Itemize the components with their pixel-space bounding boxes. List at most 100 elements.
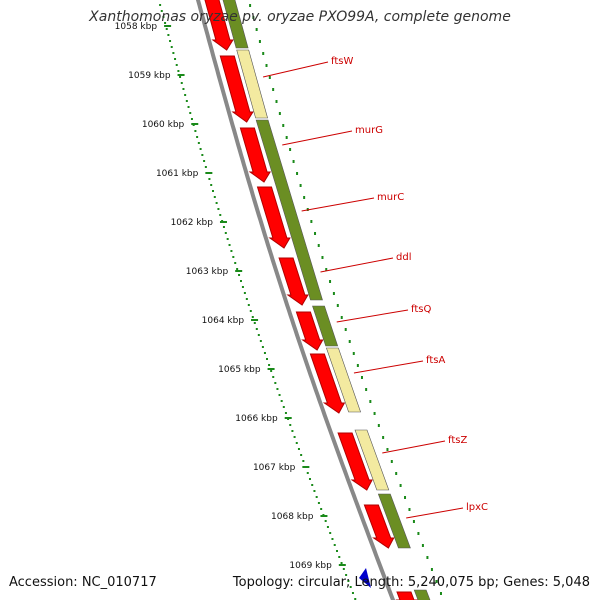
tick-dot xyxy=(300,454,303,456)
outer-tick-dot xyxy=(348,340,351,343)
gene-label-lpxC: lpxC xyxy=(466,502,488,513)
kbp-label: 1067 kbp xyxy=(253,463,296,473)
outer-tick-dot xyxy=(292,160,295,163)
cds-arrow xyxy=(295,311,324,351)
tick-dot xyxy=(253,322,256,324)
tick-dot xyxy=(338,556,341,558)
outer-tick-dot xyxy=(296,172,299,175)
tick-dot xyxy=(326,526,329,528)
tick-dot xyxy=(266,358,269,360)
tick-dot xyxy=(190,118,193,120)
tick-dot xyxy=(167,34,170,36)
kbp-label: 1065 kbp xyxy=(218,365,261,375)
cds-arrow xyxy=(256,186,291,249)
major-tick xyxy=(164,25,172,27)
outer-tick-dot xyxy=(430,568,433,571)
tick-dot xyxy=(282,406,285,408)
leader-line xyxy=(320,257,394,273)
tick-dot xyxy=(230,250,233,252)
tick-dot xyxy=(347,580,350,582)
tick-dot xyxy=(268,364,271,366)
outer-tick-dot xyxy=(377,424,380,427)
gene-label-murC: murC xyxy=(377,192,404,203)
major-tick xyxy=(267,368,275,370)
tick-dot xyxy=(255,328,258,330)
outer-tick-dot xyxy=(356,364,359,367)
tick-dot xyxy=(165,28,168,30)
tick-dot xyxy=(184,94,187,96)
outer-tick-dot xyxy=(417,532,420,535)
tick-dot xyxy=(213,196,216,198)
tick-dot xyxy=(259,340,262,342)
tick-dot xyxy=(270,370,273,372)
leader-line xyxy=(301,197,375,212)
outer-tick-dot xyxy=(275,100,278,103)
tick-dot xyxy=(274,382,277,384)
outer-tick-dot xyxy=(365,388,368,391)
tick-dot xyxy=(293,436,296,438)
tick-dot xyxy=(228,244,231,246)
tick-dot xyxy=(280,400,283,402)
major-tick xyxy=(284,417,292,419)
cds-arrow xyxy=(337,432,373,491)
outer-tick-dot xyxy=(373,412,376,415)
major-tick xyxy=(338,564,346,566)
kbp-label: 1068 kbp xyxy=(271,512,314,522)
ring-segment xyxy=(312,305,339,347)
ring-segment xyxy=(413,589,431,600)
tick-dot xyxy=(297,448,300,450)
outer-tick-dot xyxy=(258,40,261,43)
outer-tick-dot xyxy=(321,256,324,259)
tick-dot xyxy=(315,496,318,498)
tick-dot xyxy=(349,586,352,588)
leader-line xyxy=(262,61,329,78)
tick-dot xyxy=(222,226,225,228)
tick-dot xyxy=(289,424,292,426)
tick-dot xyxy=(278,394,281,396)
tick-dot xyxy=(219,214,222,216)
outer-tick-dot xyxy=(395,472,398,475)
tick-dot xyxy=(276,388,279,390)
ring-segment xyxy=(255,119,323,301)
tick-dot xyxy=(306,472,309,474)
tick-dot xyxy=(160,10,163,12)
kbp-label: 1059 kbp xyxy=(128,71,171,81)
tick-dot xyxy=(210,184,213,186)
kbp-scale-ticks: 1058 kbp 1059 kbp 1060 kbp 1061 kbp 1062 kbp… xyxy=(115,4,442,600)
cds-arrow xyxy=(309,353,346,414)
tick-dot xyxy=(224,232,227,234)
map-title: Xanthomonas oryzae pv. oryzae PXO99A, co… xyxy=(89,9,511,25)
ring-segment xyxy=(222,0,249,49)
tick-dot xyxy=(313,490,316,492)
outer-tick-dot xyxy=(299,184,302,187)
cds-arrow xyxy=(363,504,395,549)
outer-tick-dot xyxy=(282,124,285,127)
tick-dot xyxy=(182,88,185,90)
outer-tick-dot xyxy=(390,460,393,463)
major-tick xyxy=(302,466,310,468)
outer-tick-dot xyxy=(404,496,407,499)
kbp-label: 1061 kbp xyxy=(156,169,199,179)
outer-tick-dot xyxy=(272,88,275,91)
outer-tick-dot xyxy=(369,400,372,403)
ring-segment xyxy=(325,347,362,413)
outer-tick-dot xyxy=(285,136,288,139)
ring-segment xyxy=(236,49,268,119)
tick-dot xyxy=(257,334,260,336)
gene-labels: ftsW murG murC ddl ftsQ ftsA ftsZ lpxC xyxy=(262,56,488,519)
tick-dot xyxy=(185,100,188,102)
outer-tick-dot xyxy=(439,592,442,595)
tick-dot xyxy=(302,460,305,462)
tick-dot xyxy=(311,484,314,486)
tick-dot xyxy=(169,40,172,42)
outer-tick-dot xyxy=(412,520,415,523)
backbone-line xyxy=(195,0,396,600)
kbp-label: 1069 kbp xyxy=(289,561,332,571)
gene-label-ftsQ: ftsQ xyxy=(411,304,431,315)
kbp-label: 1064 kbp xyxy=(202,316,245,326)
tick-dot xyxy=(189,112,192,114)
tick-dot xyxy=(342,568,345,570)
tick-dot xyxy=(247,304,250,306)
tick-dot xyxy=(284,412,287,414)
